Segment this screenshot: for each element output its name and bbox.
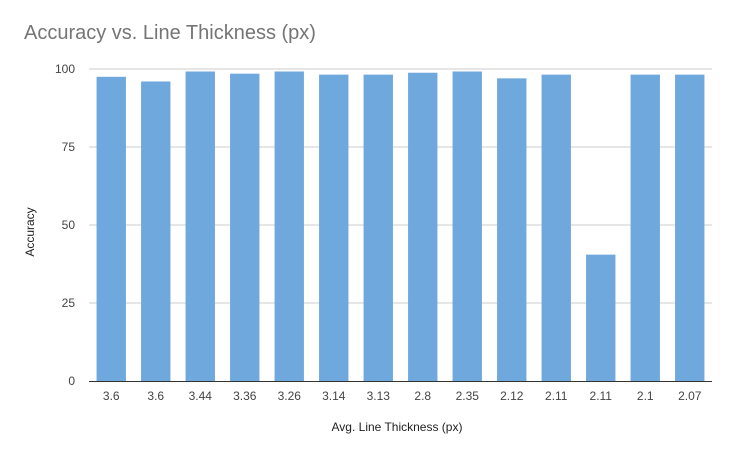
x-tick-label: 2.07 [678, 389, 702, 403]
y-tick-label: 100 [55, 62, 75, 76]
bar [408, 72, 438, 381]
bar [363, 74, 393, 381]
bar [675, 74, 705, 381]
bar [586, 254, 616, 381]
x-tick-label: 3.26 [278, 389, 302, 403]
bar [274, 71, 304, 381]
x-tick-label: 2.11 [545, 389, 568, 403]
x-tick-label: 2.12 [500, 389, 524, 403]
bar [230, 73, 260, 382]
x-tick-label: 3.6 [147, 389, 164, 403]
bar [141, 81, 171, 381]
tick-labels: 0 25 50 75 100 3.6 3.6 3.44 3.36 3.26 3.14 3.13 2.8 2… [55, 62, 702, 403]
x-axis-label: Avg. Line Thickness (px) [331, 420, 463, 434]
x-tick-label: 3.14 [322, 389, 346, 403]
bars [96, 71, 705, 382]
x-tick-label: 2.35 [456, 389, 480, 403]
gridlines [89, 68, 712, 304]
x-tick-label: 3.13 [367, 389, 391, 403]
bar [452, 71, 482, 381]
x-tick-label: 3.36 [233, 389, 257, 403]
chart-title: Accuracy vs. Line Thickness (px) [24, 22, 316, 44]
bar [185, 71, 215, 381]
bar [497, 78, 527, 382]
x-tick-label: 3.44 [189, 389, 213, 403]
x-tick-label: 2.11 [590, 389, 613, 403]
bar [541, 74, 571, 381]
y-tick-label: 25 [62, 296, 76, 310]
y-tick-label: 75 [62, 140, 76, 154]
y-tick-label: 0 [68, 374, 75, 388]
bar [319, 74, 349, 381]
x-tick-label: 3.6 [103, 389, 120, 403]
bar [96, 76, 126, 382]
x-tick-label: 2.8 [414, 389, 431, 403]
bar [630, 74, 660, 381]
x-tick-label: 2.1 [637, 389, 654, 403]
y-tick-label: 50 [62, 218, 76, 232]
